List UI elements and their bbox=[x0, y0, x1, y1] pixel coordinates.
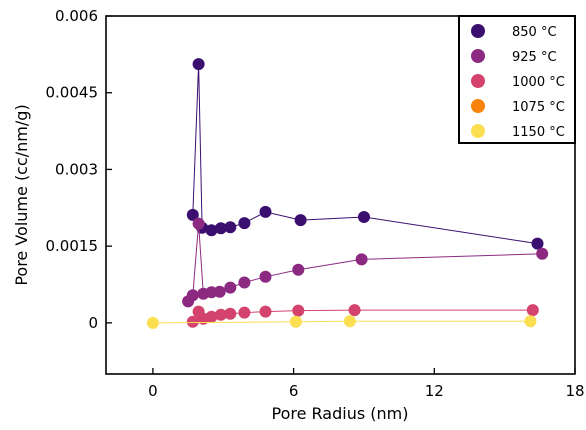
y-axis-title: Pore Volume (cc/nm/g) bbox=[12, 104, 31, 285]
data-point bbox=[224, 307, 237, 320]
data-point bbox=[238, 276, 251, 289]
series-0 bbox=[186, 58, 544, 250]
data-point bbox=[186, 208, 199, 221]
legend-marker bbox=[471, 49, 485, 63]
data-point bbox=[205, 310, 218, 323]
series-4 bbox=[146, 315, 537, 329]
data-point bbox=[214, 222, 227, 235]
data-point bbox=[343, 315, 356, 328]
data-point bbox=[292, 304, 305, 317]
data-point bbox=[238, 217, 251, 230]
data-point bbox=[213, 285, 226, 298]
data-point bbox=[205, 224, 218, 237]
data-point bbox=[531, 237, 544, 250]
data-point bbox=[192, 58, 205, 71]
y-tick-label: 0 bbox=[88, 314, 98, 332]
legend-marker bbox=[471, 99, 485, 113]
x-tick-label: 12 bbox=[425, 382, 444, 400]
y-tick-label: 0.003 bbox=[55, 160, 98, 178]
data-point bbox=[186, 289, 199, 302]
data-point bbox=[224, 221, 237, 234]
data-point bbox=[214, 308, 227, 321]
data-point bbox=[294, 214, 307, 227]
data-point bbox=[238, 306, 251, 319]
data-point bbox=[259, 305, 272, 318]
data-point bbox=[524, 315, 537, 328]
legend-marker bbox=[471, 24, 485, 38]
plot-frame bbox=[105, 15, 576, 375]
legend-label: 1000 °C bbox=[512, 75, 565, 90]
legend-label: 925 °C bbox=[512, 50, 557, 65]
data-point bbox=[355, 253, 368, 266]
legend-marker bbox=[471, 124, 485, 138]
series-1 bbox=[182, 217, 549, 308]
legend-label: 1075 °C bbox=[512, 100, 565, 115]
data-point bbox=[526, 304, 539, 317]
data-point bbox=[186, 315, 199, 328]
y-tick-label: 0.006 bbox=[55, 7, 98, 25]
data-point bbox=[536, 247, 549, 260]
tick-layer: 0 6 12 18 0 0.0015 0.003 0.0045 0.006 bbox=[46, 7, 585, 400]
x-tick-label: 18 bbox=[565, 382, 584, 400]
series-layer bbox=[146, 58, 549, 329]
data-point bbox=[348, 304, 361, 317]
data-point bbox=[259, 205, 272, 218]
data-point bbox=[146, 316, 159, 329]
legend-marker bbox=[471, 74, 485, 88]
data-point bbox=[224, 281, 237, 294]
data-point bbox=[292, 263, 305, 276]
data-point bbox=[259, 270, 272, 283]
y-tick-label: 0.0015 bbox=[46, 237, 99, 255]
legend: 850 °C 925 °C 1000 °C 1075 °C 1150 °C bbox=[458, 15, 576, 144]
x-tick-label: 6 bbox=[289, 382, 299, 400]
legend-label: 1150 °C bbox=[512, 125, 565, 140]
data-point bbox=[289, 315, 302, 328]
data-point bbox=[192, 217, 205, 230]
series-line bbox=[152, 320, 531, 324]
series-2 bbox=[186, 304, 539, 328]
data-point bbox=[358, 211, 370, 223]
legend-label: 850 °C bbox=[512, 25, 557, 40]
x-tick-label: 0 bbox=[148, 382, 158, 400]
y-tick-label: 0.0045 bbox=[46, 84, 99, 102]
x-axis-title: Pore Radius (nm) bbox=[272, 404, 409, 423]
